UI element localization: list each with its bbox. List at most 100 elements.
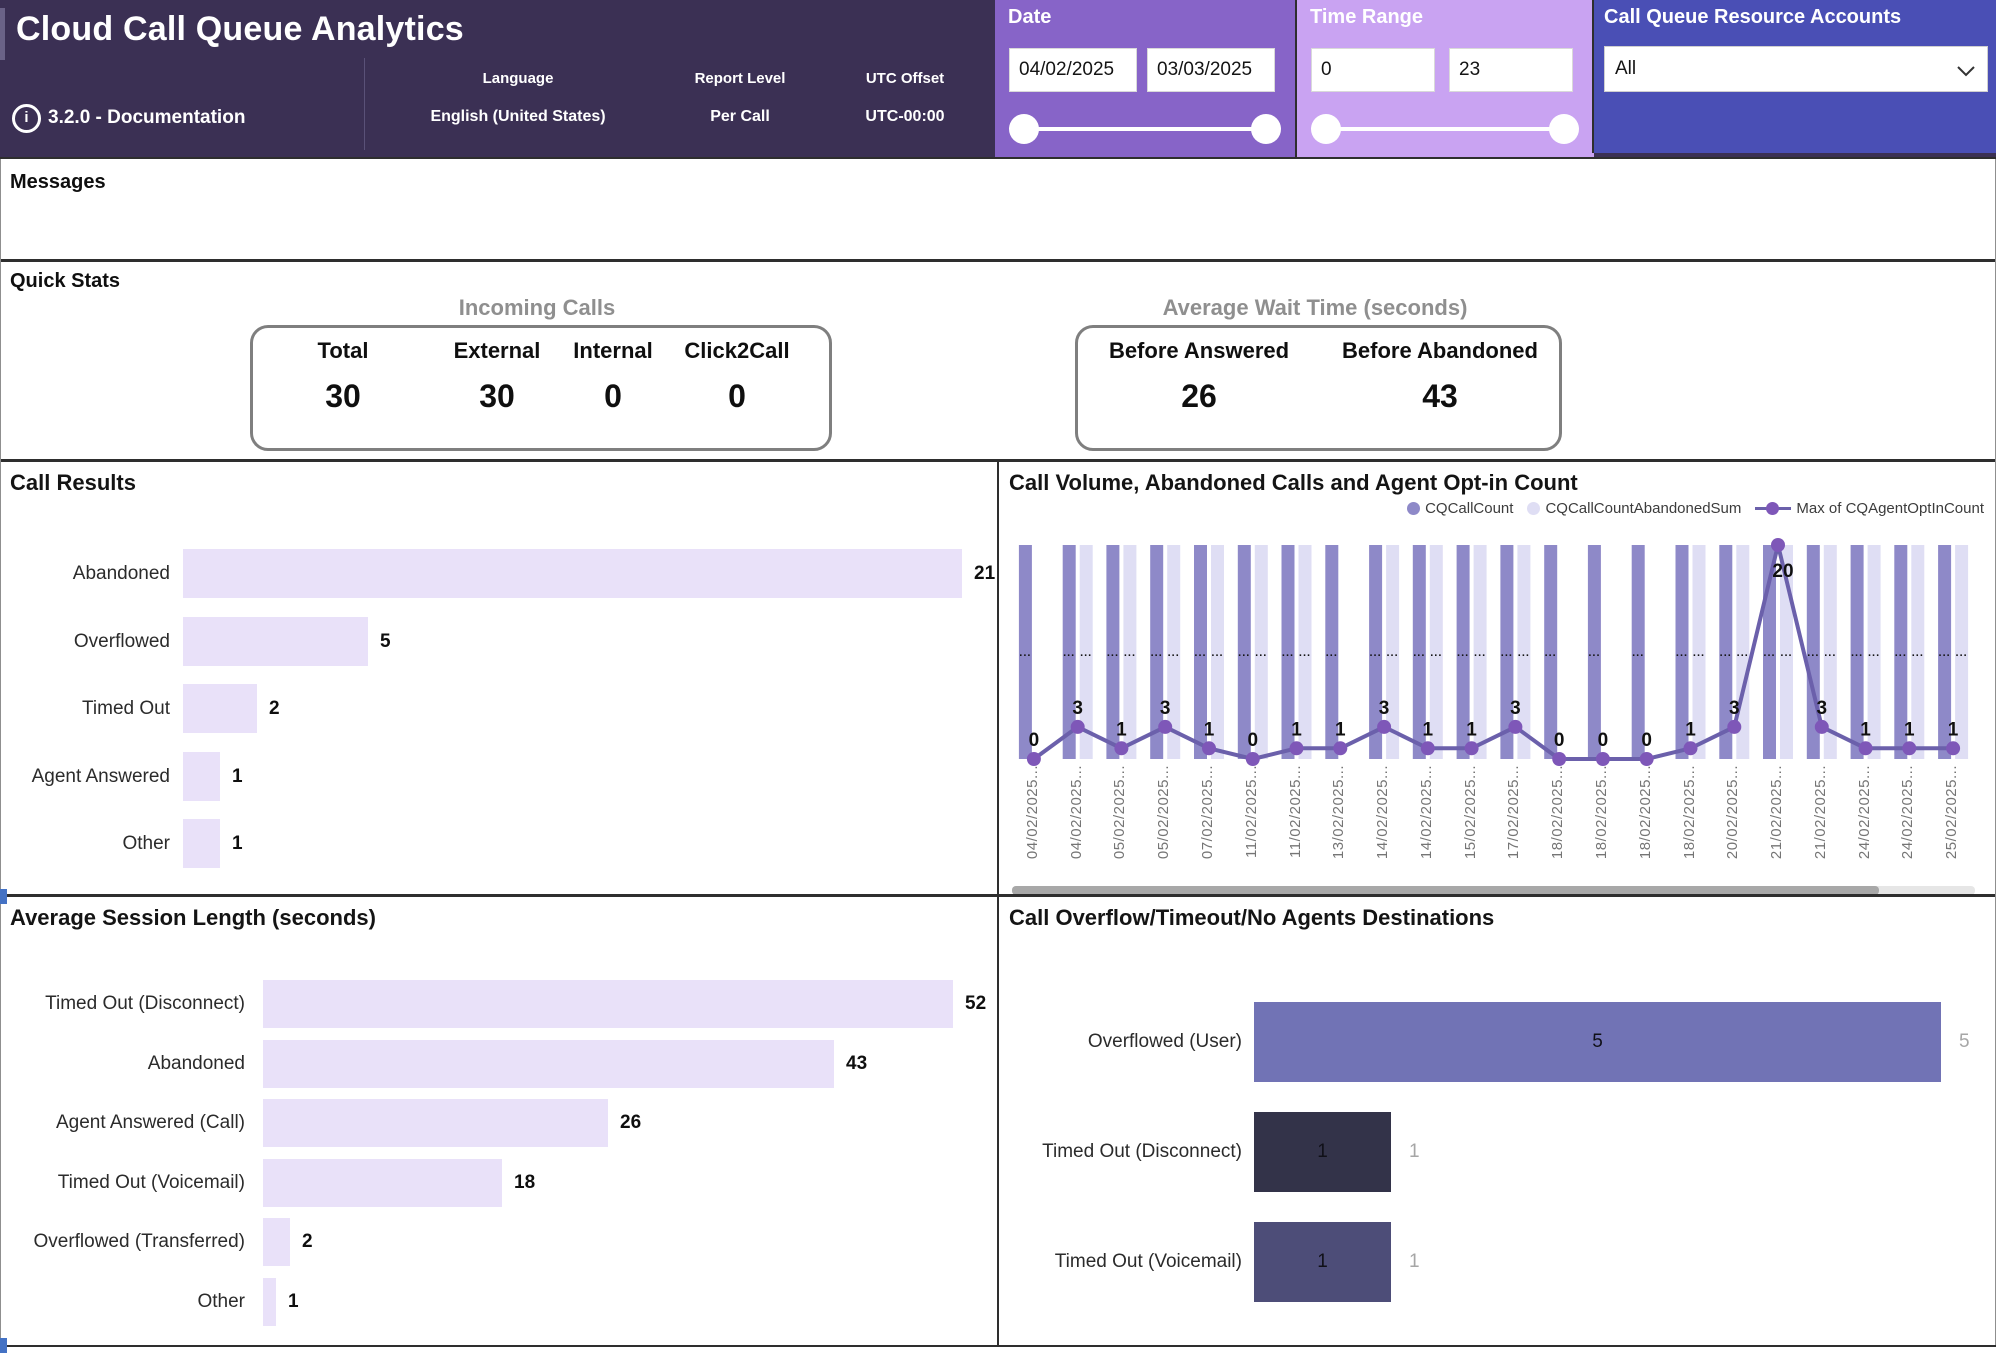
abandoned-bar[interactable]	[1911, 545, 1925, 759]
stat-label: Before Abandoned	[1342, 338, 1538, 363]
bar[interactable]	[263, 1158, 502, 1207]
bar[interactable]	[183, 616, 368, 666]
bar[interactable]	[1254, 1002, 1941, 1082]
optin-marker[interactable]	[1464, 741, 1479, 756]
optin-marker[interactable]	[1902, 741, 1917, 756]
call-count-bar[interactable]	[1106, 545, 1120, 759]
call-count-bar[interactable]	[1194, 545, 1207, 759]
optin-marker[interactable]	[1858, 741, 1873, 756]
call-count-bar[interactable]	[1587, 545, 1601, 759]
slider-handle-max[interactable]	[1549, 114, 1579, 144]
x-axis-label: 18/02/2025...	[1592, 765, 1610, 860]
slider-handle-min[interactable]	[1311, 114, 1341, 144]
time-end-input[interactable]	[1449, 48, 1573, 92]
legend-item-abandoned[interactable]: CQCallCountAbandonedSum	[1527, 500, 1741, 517]
call-count-bar[interactable]	[1412, 545, 1426, 759]
call-count-bar[interactable]	[1938, 545, 1952, 759]
time-range-slider[interactable]	[1311, 112, 1579, 146]
optin-marker[interactable]	[1114, 741, 1129, 756]
date-start-input[interactable]	[1009, 48, 1137, 92]
optin-line[interactable]	[1031, 543, 1956, 761]
call-count-bar[interactable]	[1325, 545, 1339, 759]
bar[interactable]	[183, 819, 220, 868]
abandoned-bar[interactable]	[1429, 545, 1443, 759]
date-range-slider[interactable]	[1009, 112, 1281, 146]
optin-marker[interactable]	[1158, 719, 1173, 734]
abandoned-bar[interactable]	[1823, 545, 1837, 759]
abandoned-bar[interactable]	[1386, 545, 1400, 759]
call-count-bar[interactable]	[1062, 545, 1076, 759]
optin-marker[interactable]	[1727, 719, 1742, 734]
optin-marker[interactable]	[1814, 719, 1829, 734]
optin-marker[interactable]	[1289, 741, 1304, 756]
abandoned-bar[interactable]	[1473, 545, 1487, 759]
call-count-bar[interactable]	[1631, 545, 1645, 759]
x-axis-label: 11/02/2025...	[1242, 765, 1260, 858]
optin-marker[interactable]	[1639, 752, 1654, 766]
call-count-bar[interactable]	[1850, 545, 1864, 759]
abandoned-bar[interactable]	[1955, 545, 1969, 759]
abandoned-bar[interactable]	[1123, 545, 1137, 759]
optin-marker[interactable]	[1026, 752, 1041, 766]
abandoned-bar[interactable]	[1298, 545, 1312, 759]
chart-scrollbar-thumb[interactable]	[1012, 886, 1879, 895]
optin-marker[interactable]	[1202, 741, 1216, 756]
call-count-bar[interactable]	[1719, 545, 1733, 759]
optin-marker[interactable]	[1595, 752, 1610, 766]
optin-marker[interactable]	[1333, 741, 1348, 756]
info-icon[interactable]	[12, 104, 41, 133]
legend-item-optin[interactable]: Max of CQAgentOptInCount	[1755, 500, 1984, 517]
divider	[997, 462, 999, 894]
queue-dropdown[interactable]: All	[1604, 46, 1988, 92]
bar[interactable]	[1254, 1112, 1391, 1192]
bar[interactable]	[263, 1039, 834, 1088]
stat-value: 0	[728, 378, 746, 414]
call-count-bar[interactable]	[1369, 545, 1383, 759]
call-count-bar[interactable]	[1894, 545, 1908, 759]
time-start-input[interactable]	[1311, 48, 1435, 92]
bar-category-label: Timed Out (Disconnect)	[45, 993, 245, 1014]
call-count-bar[interactable]	[1237, 545, 1251, 759]
date-filter-title: Date	[1008, 6, 1052, 28]
bar[interactable]	[263, 1099, 608, 1147]
slider-track[interactable]	[1022, 127, 1268, 131]
optin-marker[interactable]	[1508, 719, 1523, 734]
bar[interactable]	[1254, 1222, 1391, 1302]
abandoned-bar[interactable]	[1692, 545, 1706, 759]
bar[interactable]	[183, 549, 962, 598]
abandoned-bar[interactable]	[1867, 545, 1881, 759]
bar[interactable]	[263, 980, 953, 1028]
call-count-bar[interactable]	[1675, 545, 1689, 759]
optin-marker[interactable]	[1377, 719, 1392, 734]
bar[interactable]	[183, 684, 257, 733]
avg-wait-box: Before Answered 26 Before Abandoned 43	[1075, 325, 1562, 451]
call-count-bar[interactable]	[1281, 545, 1295, 759]
call-count-bar[interactable]	[1544, 545, 1558, 759]
bar[interactable]	[183, 751, 220, 801]
slider-track[interactable]	[1324, 127, 1566, 131]
optin-marker[interactable]	[1552, 752, 1567, 766]
call-count-bar[interactable]	[1150, 545, 1164, 759]
abandoned-bar[interactable]	[1254, 545, 1268, 759]
call-count-bar[interactable]	[1500, 545, 1514, 759]
legend-item-callcount[interactable]: CQCallCount	[1407, 500, 1513, 517]
bar[interactable]	[263, 1277, 276, 1326]
slider-handle-max[interactable]	[1251, 114, 1281, 144]
abandoned-bar[interactable]	[1517, 545, 1531, 759]
optin-marker[interactable]	[1946, 741, 1961, 756]
date-end-input[interactable]	[1147, 48, 1275, 92]
truncated-bar-label: ...	[1194, 647, 1206, 659]
abandoned-bar[interactable]	[1167, 545, 1181, 759]
abandoned-bar[interactable]	[1211, 545, 1224, 759]
abandoned-bar[interactable]	[1079, 545, 1093, 759]
optin-marker[interactable]	[1771, 538, 1785, 552]
optin-marker[interactable]	[1683, 741, 1698, 756]
optin-marker[interactable]	[1245, 752, 1260, 766]
truncated-bar-label: ...	[1824, 647, 1836, 659]
slider-handle-min[interactable]	[1009, 114, 1039, 144]
optin-marker[interactable]	[1420, 741, 1435, 756]
call-count-bar[interactable]	[1018, 545, 1032, 759]
call-count-bar[interactable]	[1456, 545, 1470, 759]
optin-marker[interactable]	[1070, 719, 1085, 734]
bar[interactable]	[263, 1218, 290, 1266]
